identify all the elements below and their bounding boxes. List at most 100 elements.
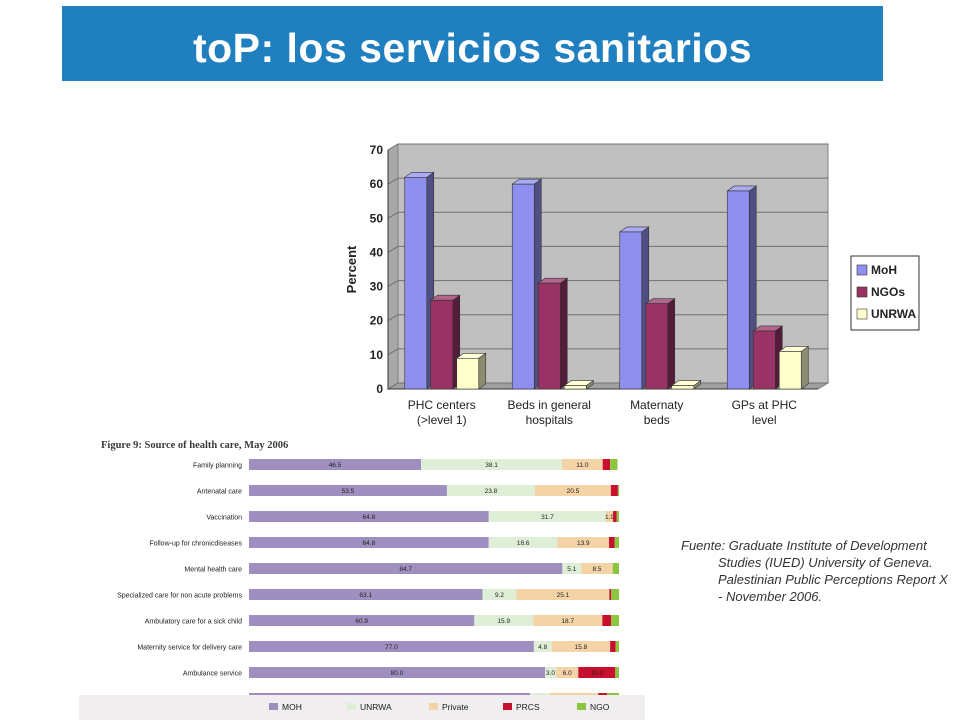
legend-label: Private <box>442 702 469 712</box>
segment-label: 6.0 <box>563 670 572 677</box>
segment-label: 23.8 <box>485 488 498 495</box>
segment-label: 63.1 <box>359 592 372 599</box>
bar-segment <box>602 459 611 470</box>
segment-label: 15.9 <box>497 618 510 625</box>
bar-segment <box>421 459 563 470</box>
segment-label: 60.9 <box>355 618 368 625</box>
bar-segment <box>249 667 545 678</box>
bar-segment <box>615 641 619 652</box>
title-bar: toP: los servicios sanitarios <box>62 6 883 81</box>
segment-label: 80.0 <box>391 670 404 677</box>
gridline-side <box>387 314 399 322</box>
category-label: Ambulatory care for a sick child <box>145 619 242 626</box>
source-note: Fuente: Graduate Institute of Developmen… <box>681 537 951 605</box>
segment-label: 20.5 <box>567 488 580 495</box>
legend-swatch <box>577 703 586 710</box>
segment-label: 3.0 <box>546 670 555 677</box>
x-tick-label: PHC centers <box>408 398 476 412</box>
gridline-side <box>387 245 399 253</box>
clustered-bar-chart: 0 10 20 30 40 50 60 70 Percent PHC centers(>level… <box>336 132 926 432</box>
bar-segment <box>446 485 536 496</box>
bar-segment <box>612 563 619 574</box>
legend-swatch <box>503 703 512 710</box>
category-label: Mental health care <box>184 567 242 574</box>
bar <box>645 303 669 390</box>
legend-strip <box>79 695 645 720</box>
segment-label: 9.2 <box>495 592 504 599</box>
y-tick-label: 70 <box>370 143 384 157</box>
segment-label: 11.0 <box>576 462 589 469</box>
segment-label: 8.5 <box>592 566 601 573</box>
y-tick-label: 10 <box>370 348 384 362</box>
segment-label: 64.8 <box>363 514 376 521</box>
segment-label: 64.8 <box>363 540 376 547</box>
x-tick-label: Maternaty <box>630 398 683 412</box>
bar-segment <box>474 615 534 626</box>
bar-segment <box>616 511 619 522</box>
bar-segment <box>611 615 619 626</box>
bar <box>511 183 535 390</box>
y-tick-label: 20 <box>370 314 384 328</box>
legend-swatch <box>856 308 868 320</box>
bar-segment <box>615 667 619 678</box>
bar-segment <box>482 589 517 600</box>
legend-label: MOH <box>282 702 302 712</box>
gridline-side <box>387 348 399 356</box>
bar-segment <box>610 485 618 496</box>
bar <box>671 385 695 390</box>
bar-side <box>667 298 676 390</box>
bar-segment <box>610 459 618 470</box>
slide-title: toP: los servicios sanitarios <box>192 25 753 71</box>
legend-swatch <box>429 703 438 710</box>
legend-swatch <box>856 286 868 298</box>
y-tick-label: 30 <box>370 280 384 294</box>
y-tick-label: 0 <box>376 382 383 396</box>
bar-segment <box>562 563 582 574</box>
segment-label: 15.8 <box>575 644 588 651</box>
category-label: Antenatal care <box>197 489 242 496</box>
bar-segment <box>614 537 619 548</box>
legend-label: NGOs <box>871 285 905 299</box>
gridline-side <box>387 382 399 390</box>
segment-label: 4.8 <box>538 644 547 651</box>
y-axis-label: Percent <box>344 245 359 293</box>
bar <box>726 190 750 390</box>
bar-segment <box>556 667 579 678</box>
bar <box>752 330 776 390</box>
bar-segment <box>613 511 617 522</box>
bar-segment <box>551 641 611 652</box>
segment-label: 5.1 <box>567 566 576 573</box>
legend-label: UNRWA <box>871 307 916 321</box>
bar-segment <box>488 537 558 548</box>
bar-segment <box>617 485 619 496</box>
bar-segment <box>249 537 489 548</box>
bar <box>430 299 454 390</box>
y-tick-label: 60 <box>370 177 384 191</box>
bar <box>456 357 480 390</box>
bar-segment <box>533 641 552 652</box>
bar-segment <box>557 537 610 548</box>
bar-segment <box>249 511 489 522</box>
bar-segment <box>562 459 603 470</box>
x-tick-label: Beds in general <box>508 398 591 412</box>
category-label: Follow-up for chronicdiseases <box>149 541 242 548</box>
segment-label: 46.5 <box>329 462 342 469</box>
category-label: Vaccination <box>206 515 242 522</box>
bar-side <box>800 345 809 390</box>
gridline-side <box>387 280 399 288</box>
bar <box>619 231 643 390</box>
category-label: Maternity service for delivery care <box>137 645 242 652</box>
bar-segment <box>609 537 615 548</box>
x-tick-label: GPs at PHC <box>732 398 798 412</box>
segment-label: 31.7 <box>541 514 554 521</box>
segment-label: 18.7 <box>561 618 574 625</box>
y-tick-label: 40 <box>370 245 384 259</box>
chart-title: Figure 9: Source of health care, May 200… <box>101 440 288 451</box>
bar-segment <box>609 589 612 600</box>
x-tick-label: beds <box>644 413 670 427</box>
legend-swatch <box>347 703 356 710</box>
segment-label: 10.0 <box>590 670 603 677</box>
bar-segment <box>249 589 483 600</box>
legend-label: NGO <box>590 702 610 712</box>
bar <box>404 177 428 390</box>
